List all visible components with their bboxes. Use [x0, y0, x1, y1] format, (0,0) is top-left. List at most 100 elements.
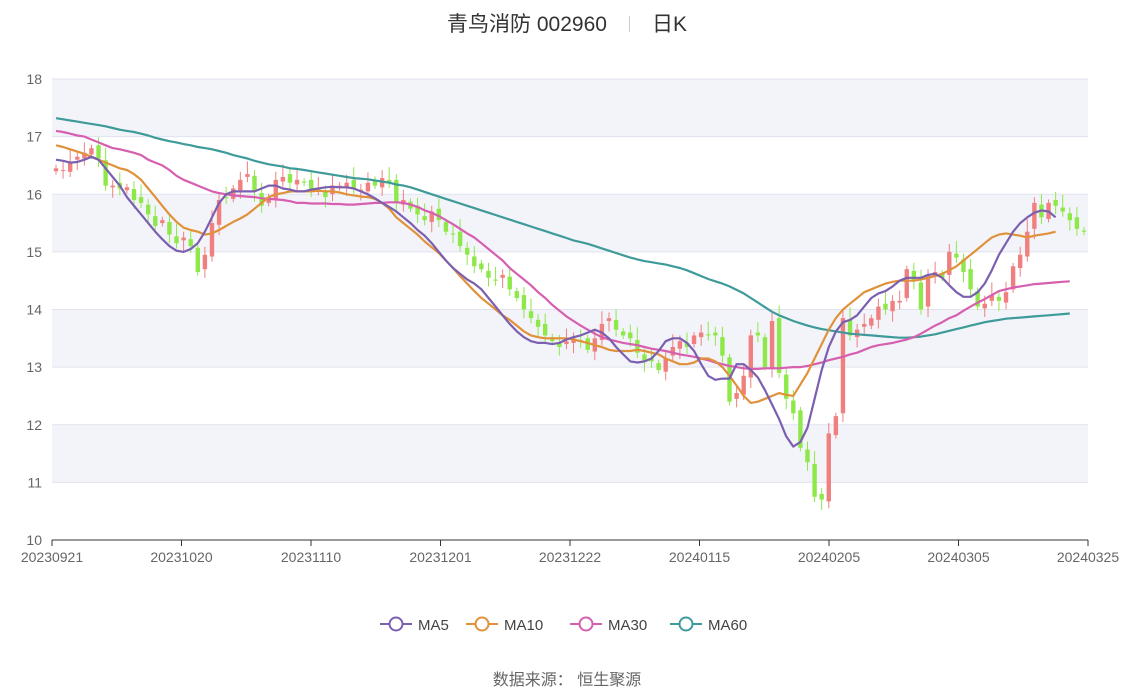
- candle-body: [138, 197, 144, 203]
- candle-body: [53, 168, 59, 172]
- candle-body: [798, 410, 803, 448]
- y-tick-label: 14: [26, 302, 42, 318]
- candle-body: [394, 179, 399, 203]
- candle-body: [216, 200, 222, 225]
- x-tick-label: 20231020: [150, 549, 213, 565]
- candle-body: [833, 416, 839, 436]
- y-tick-label: 10: [26, 532, 42, 548]
- candle-body: [160, 220, 165, 224]
- candle-body: [628, 332, 633, 339]
- candle-body: [259, 193, 264, 206]
- candle-body: [372, 179, 378, 186]
- candle-body: [89, 148, 94, 155]
- moving-average-lines: [55, 117, 1070, 448]
- candle-body: [67, 162, 73, 172]
- y-tick-label: 16: [26, 186, 42, 202]
- candle-body: [507, 276, 512, 290]
- candle-body: [620, 331, 626, 336]
- candle-body: [209, 223, 215, 257]
- candle-body: [918, 282, 924, 310]
- y-tick-label: 11: [27, 474, 42, 490]
- candle-body: [940, 273, 945, 278]
- candle-body: [755, 332, 761, 336]
- candle-body: [862, 323, 867, 327]
- candle-body: [613, 319, 619, 330]
- candle-body: [330, 185, 335, 195]
- candle-body: [698, 332, 704, 338]
- candle-body: [379, 178, 385, 188]
- candle-body: [358, 189, 364, 191]
- y-tick-label: 15: [26, 244, 42, 260]
- legend-item-ma10[interactable]: MA10: [466, 616, 543, 634]
- candle-body: [734, 393, 739, 399]
- candle-body: [195, 247, 200, 273]
- legend-marker: [678, 616, 694, 632]
- legend-label: MA30: [608, 617, 647, 634]
- candle-body: [280, 176, 286, 182]
- candle-body: [968, 269, 973, 290]
- x-tick-label: 20240205: [798, 549, 861, 565]
- candle-body: [642, 354, 647, 362]
- candle-body: [805, 449, 810, 463]
- y-tick-label: 17: [26, 129, 42, 145]
- candle-body: [75, 156, 80, 160]
- candle-body: [1017, 254, 1023, 269]
- legend-item-ma5[interactable]: MA5: [380, 616, 449, 634]
- candle-body: [947, 251, 952, 275]
- legend-item-ma60[interactable]: MA60: [670, 616, 747, 634]
- candle-body: [911, 270, 917, 281]
- legend-item-ma30[interactable]: MA30: [570, 616, 647, 634]
- candle-body: [301, 181, 307, 183]
- candle-body: [663, 358, 668, 372]
- x-tick-label: 20231222: [539, 549, 602, 565]
- x-tick-label: 20231110: [281, 549, 341, 565]
- candle-body: [287, 174, 293, 183]
- grid-band: [52, 194, 1088, 252]
- candle-body: [1074, 217, 1080, 229]
- candle-body: [365, 182, 371, 192]
- candle-body: [231, 188, 236, 199]
- candle-body: [975, 291, 980, 307]
- candle-body: [826, 433, 831, 502]
- candle-body: [542, 323, 548, 336]
- candle-body: [436, 208, 442, 221]
- candle-body: [776, 318, 782, 373]
- candle-body: [869, 318, 874, 326]
- candle-body: [982, 303, 987, 309]
- candle-body: [989, 295, 995, 301]
- ma5-line: [55, 155, 1057, 448]
- candle-body: [457, 231, 463, 247]
- x-tick-label: 20240325: [1057, 549, 1120, 565]
- candle-body: [82, 152, 87, 159]
- candle-body: [351, 179, 356, 189]
- legend-marker: [474, 616, 490, 632]
- candle-body: [167, 221, 172, 235]
- candle-body: [223, 197, 229, 199]
- candle-body: [486, 270, 491, 278]
- candle-body: [1025, 231, 1030, 257]
- candle-body: [1060, 207, 1065, 212]
- ma10-line: [55, 144, 1056, 404]
- candle-body: [238, 179, 243, 191]
- candle-body: [60, 170, 66, 172]
- x-tick-label: 20240115: [669, 549, 730, 565]
- candle-body: [1003, 292, 1009, 303]
- candle-body: [245, 174, 250, 177]
- candle-body: [784, 374, 789, 399]
- candle-body: [819, 493, 824, 500]
- legend-marker: [388, 616, 404, 632]
- candle-body: [528, 311, 534, 319]
- candle-body: [883, 303, 888, 310]
- candle-body: [294, 179, 300, 185]
- candle-body: [96, 145, 101, 159]
- legend[interactable]: MA5 MA10 MA30 MA60: [380, 616, 747, 634]
- candle-body: [387, 179, 392, 183]
- candle-body: [720, 337, 725, 356]
- candle-body: [415, 205, 420, 215]
- candle-body: [450, 233, 456, 235]
- candle-body: [840, 318, 846, 414]
- candle-body: [606, 318, 612, 322]
- candle-body: [252, 175, 257, 192]
- candle-body: [493, 279, 498, 281]
